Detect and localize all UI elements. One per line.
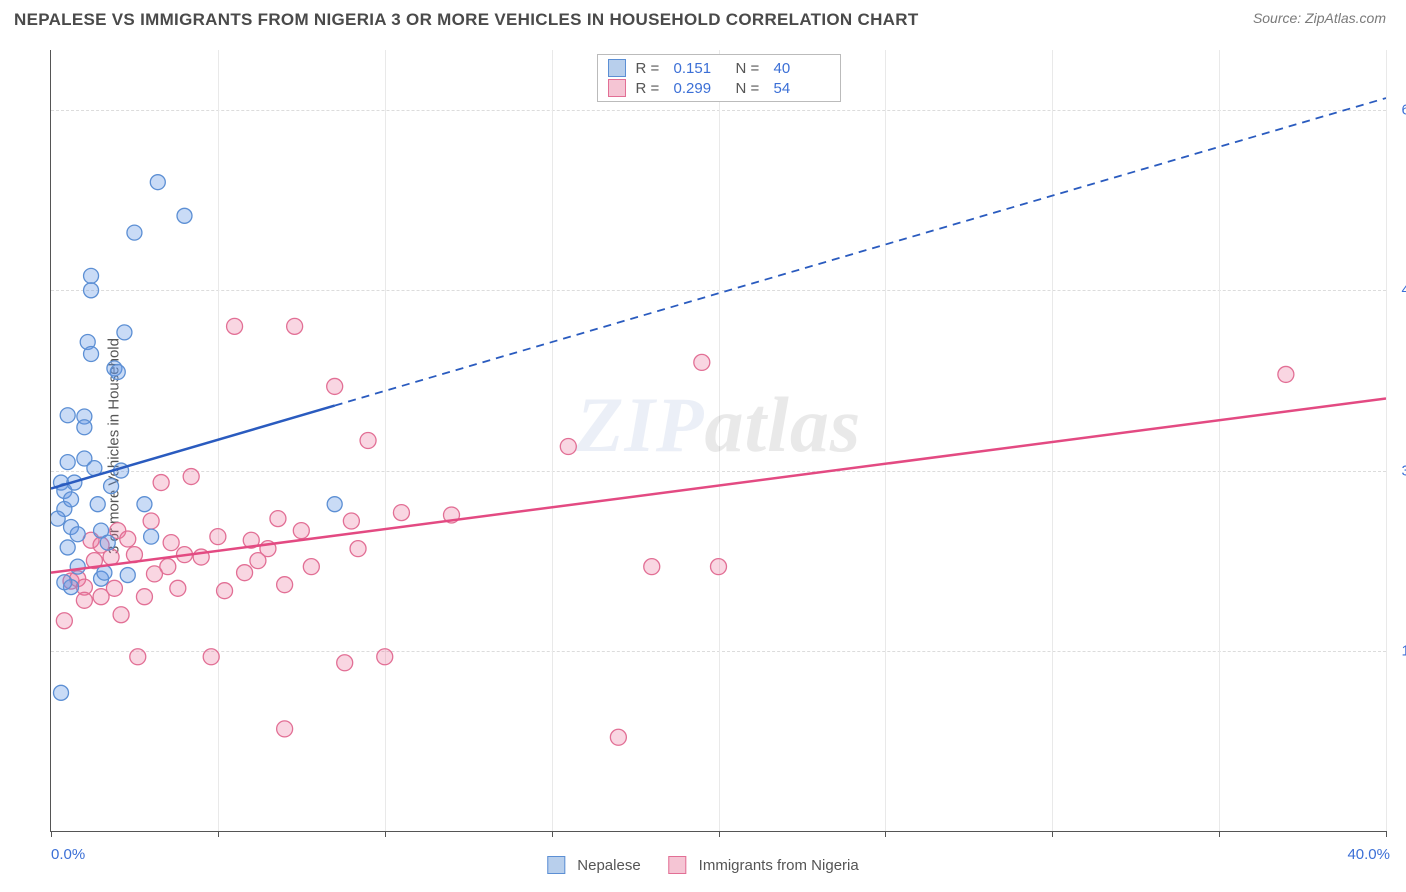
scatter-svg	[51, 50, 1386, 831]
legend-swatch-nepalese-2	[547, 856, 565, 874]
legend-item-nigeria: Immigrants from Nigeria	[669, 856, 859, 874]
r-label: R =	[636, 80, 668, 97]
r-value-nepalese: 0.151	[674, 60, 730, 77]
legend-row-nepalese: R = 0.151 N = 40	[608, 58, 830, 78]
correlation-legend: R = 0.151 N = 40 R = 0.299 N = 54	[597, 54, 841, 102]
legend-label-nepalese: Nepalese	[577, 857, 640, 874]
x-max-label: 40.0%	[1347, 846, 1390, 863]
x-min-label: 0.0%	[51, 846, 85, 863]
r-value-nigeria: 0.299	[674, 80, 730, 97]
r-label: R =	[636, 60, 668, 77]
y-tick-label: 60.0%	[1401, 102, 1406, 119]
y-tick-label: 30.0%	[1401, 462, 1406, 479]
legend-swatch-nepalese	[608, 59, 626, 77]
legend-swatch-nigeria	[608, 79, 626, 97]
y-tick-label: 45.0%	[1401, 282, 1406, 299]
n-label: N =	[736, 60, 768, 77]
y-tick-label: 15.0%	[1401, 642, 1406, 659]
series-legend: Nepalese Immigrants from Nigeria	[547, 856, 858, 874]
legend-item-nepalese: Nepalese	[547, 856, 640, 874]
legend-label-nigeria: Immigrants from Nigeria	[699, 857, 859, 874]
legend-row-nigeria: R = 0.299 N = 54	[608, 78, 830, 98]
n-value-nigeria: 54	[774, 80, 830, 97]
n-value-nepalese: 40	[774, 60, 830, 77]
n-label: N =	[736, 80, 768, 97]
chart-plot-area: ZIPatlas R = 0.151 N = 40 R = 0.299 N = …	[50, 50, 1386, 832]
chart-title: NEPALESE VS IMMIGRANTS FROM NIGERIA 3 OR…	[14, 10, 919, 30]
legend-swatch-nigeria-2	[669, 856, 687, 874]
chart-source: Source: ZipAtlas.com	[1253, 10, 1386, 26]
